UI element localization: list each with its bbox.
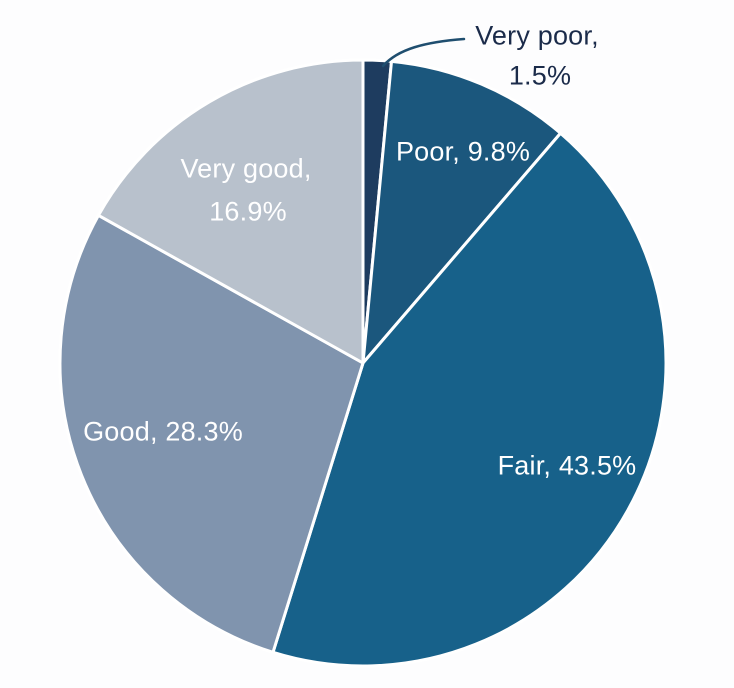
very-poor-leader-line [381, 37, 466, 68]
pie-slices [58, 58, 668, 668]
pie-slice-good [58, 213, 365, 654]
pie-slice-poor [361, 59, 563, 365]
pie-slice-fair [271, 131, 668, 668]
pie-slice-very-good [96, 58, 365, 365]
